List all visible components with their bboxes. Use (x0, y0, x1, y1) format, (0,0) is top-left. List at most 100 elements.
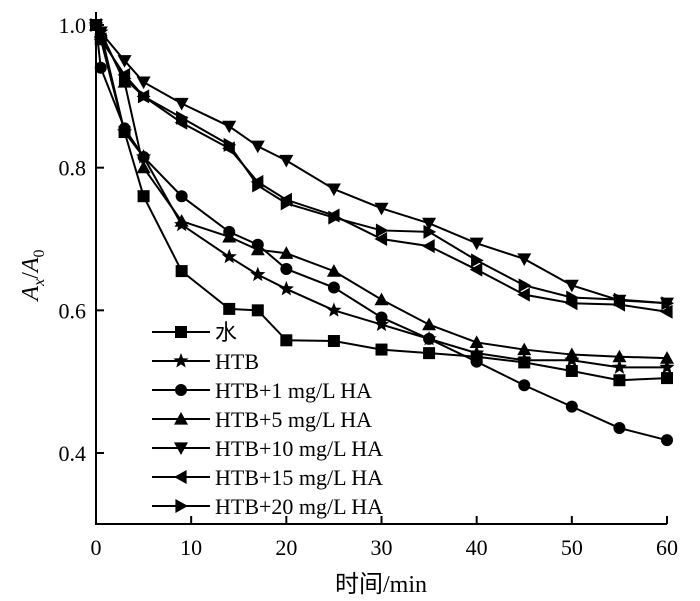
legend-marker-1 (173, 353, 189, 368)
series-2-point-4 (175, 190, 188, 203)
x-tick-label-0: 0 (91, 535, 102, 560)
series-6-point-1 (95, 28, 108, 43)
series-0-line (95, 24, 668, 382)
series-6-point-7 (280, 196, 294, 211)
series (88, 17, 675, 447)
y-axis-title-sub: x (31, 279, 48, 287)
series-0-point-15 (661, 372, 673, 385)
legend-item-1: HTB (152, 349, 259, 374)
series-6-line (95, 24, 668, 305)
series-2-point-9 (375, 311, 388, 324)
series-6-point-12 (518, 278, 532, 293)
series-3-point-3 (136, 160, 151, 174)
series-2-point-12 (518, 379, 531, 392)
ticks: 0 10 20 30 40 50 60 0.4 0.6 0.8 1.0 (59, 13, 679, 560)
series-2-point-7 (280, 262, 293, 275)
series-1-point-9 (373, 316, 390, 332)
series-2-point-14 (613, 422, 626, 435)
series-4-point-12 (517, 253, 532, 266)
x-axis-title: 时间/min (335, 571, 427, 598)
series-3-point-6 (250, 242, 265, 256)
series-3-point-11 (469, 335, 484, 349)
legend-marker-4 (174, 442, 188, 455)
series-6-point-0 (90, 18, 103, 32)
series-0-point-6 (251, 304, 264, 317)
x-tick-label-4: 40 (466, 535, 488, 560)
y-axis-title-main: A (18, 286, 44, 303)
series-5-line (95, 24, 668, 313)
series-5-point-10 (422, 239, 435, 254)
series-4-point-5 (222, 120, 237, 134)
series-6-point-5 (223, 137, 237, 152)
series-0-point-10 (423, 347, 436, 360)
series-3-point-10 (422, 317, 437, 331)
y-axis-title-sub2: 0 (31, 249, 48, 257)
series-0-point-3 (137, 190, 150, 203)
legend-item-0: 水 (152, 320, 237, 345)
series-2-point-11 (470, 355, 483, 368)
series-4-point-8 (326, 183, 341, 197)
series-0-point-5 (223, 302, 236, 315)
series-2-point-2 (118, 122, 131, 135)
series-1-point-6 (250, 266, 266, 282)
legend-label-0: 水 (215, 320, 237, 345)
series-4-point-9 (374, 202, 389, 216)
y-axis-title-sep: / (18, 272, 44, 279)
legend-label-6: HTB+20 mg/L HA (215, 494, 383, 519)
series-0-point-9 (375, 343, 388, 356)
series-4-point-2 (117, 55, 132, 68)
series-2-line (95, 24, 668, 442)
series-6-point-15 (661, 296, 674, 311)
series-6-point-6 (252, 178, 265, 193)
series-4-point-6 (250, 140, 265, 154)
series-5-point-12 (517, 287, 530, 302)
legend-marker-3 (174, 412, 188, 425)
series-5-point-9 (374, 232, 388, 246)
legend-item-2: HTB+1 mg/L HA (152, 378, 372, 403)
series-1-point-8 (326, 302, 342, 317)
series-0-point-13 (565, 364, 578, 377)
legend-item-6: HTB+20 mg/L HA (152, 494, 383, 519)
series-5-point-15 (660, 304, 673, 319)
legend-item-5: HTB+15 mg/L HA (152, 465, 383, 490)
y-tick-label-3: 1.0 (59, 13, 87, 38)
y-tick-label-0: 0.4 (59, 441, 87, 466)
series-2-point-8 (327, 281, 340, 294)
x-tick-label-3: 30 (371, 535, 393, 560)
legend-label-3: HTB+5 mg/L HA (215, 407, 372, 432)
series-3-point-12 (517, 342, 532, 356)
series-6-point-14 (613, 292, 627, 307)
series-5-point-11 (469, 262, 483, 277)
series-0-point-7 (280, 334, 293, 347)
series-3-point-14 (612, 349, 627, 363)
series-2-point-1 (94, 61, 107, 74)
series-4-point-13 (564, 279, 579, 293)
series-4-point-10 (422, 217, 437, 231)
series-4-line (95, 24, 668, 305)
series-6-point-8 (328, 210, 341, 225)
series-1-point-11 (469, 345, 485, 360)
series-1-point-12 (516, 352, 532, 367)
series-4-point-4 (174, 97, 189, 111)
legend-item-4: HTB+10 mg/L HA (152, 436, 383, 461)
legend-label-4: HTB+10 mg/L HA (215, 436, 383, 461)
series-2-point-10 (423, 332, 436, 345)
series-6-point-9 (375, 223, 389, 238)
series-3-point-5 (222, 229, 237, 243)
legend-label-1: HTB (215, 349, 259, 374)
series-6-point-2 (118, 71, 132, 86)
series-1-point-7 (278, 280, 294, 296)
series-3-point-15 (660, 351, 674, 364)
y-tick-label-1: 0.6 (59, 298, 87, 323)
legend-label-5: HTB+15 mg/L HA (215, 465, 383, 490)
y-tick-label-2: 0.8 (59, 156, 87, 181)
series-3-point-4 (174, 214, 189, 227)
series-4-point-7 (279, 154, 294, 168)
series-4-point-11 (469, 237, 484, 251)
legend-item-3: HTB+5 mg/L HA (152, 407, 372, 432)
series-6-point-4 (176, 110, 189, 125)
legend-label-2: HTB+1 mg/L HA (215, 378, 372, 403)
series-6-point-13 (566, 290, 579, 305)
series-3-line (95, 24, 668, 360)
